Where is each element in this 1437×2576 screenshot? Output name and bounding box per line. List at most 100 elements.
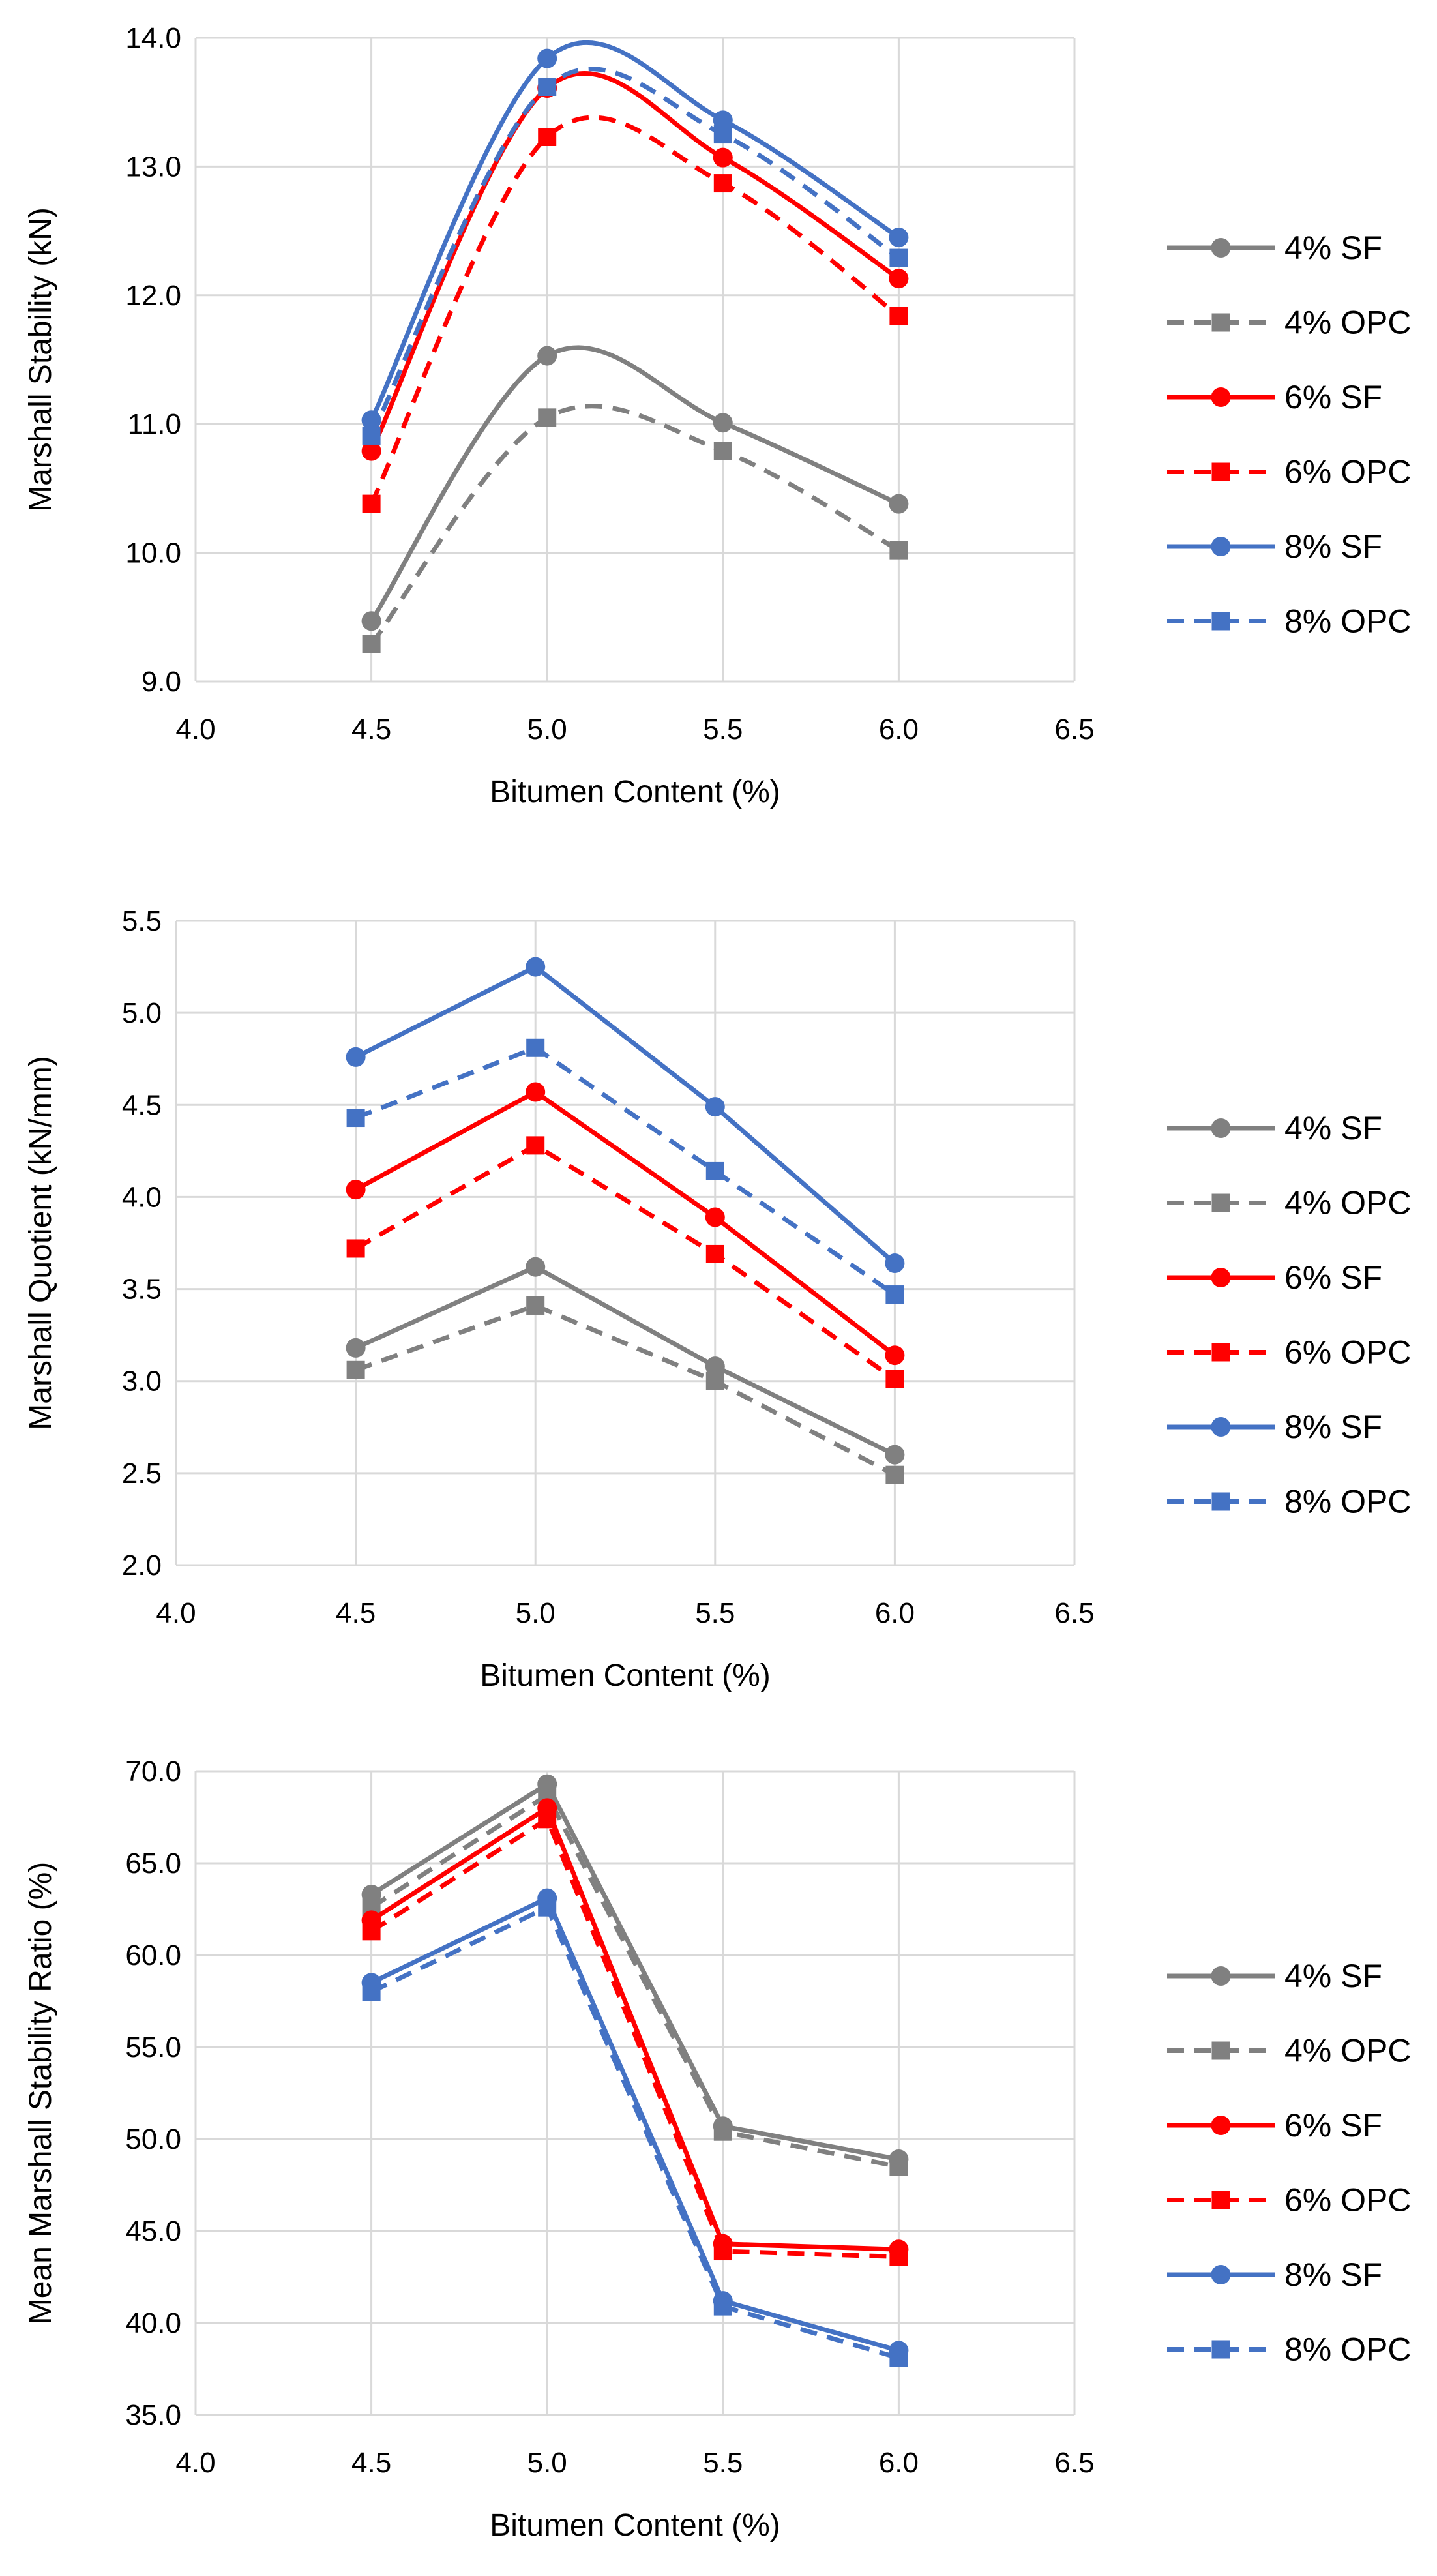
series-8-opc — [362, 67, 908, 445]
series-8-sf — [361, 40, 909, 430]
data-point — [713, 2242, 732, 2261]
x-tick-label: 4.5 — [351, 2447, 391, 2479]
data-point — [537, 48, 557, 68]
x-tick-label: 4.0 — [156, 1597, 196, 1629]
series-line — [355, 1303, 896, 1477]
data-point — [885, 1445, 905, 1465]
data-point — [346, 1047, 366, 1067]
data-point — [346, 1180, 366, 1200]
x-tick-label: 5.0 — [527, 713, 567, 745]
y-tick-label: 35.0 — [125, 2399, 181, 2431]
legend-entry: 4% OPC — [1167, 1185, 1412, 1221]
series-6-opc — [362, 115, 908, 513]
x-tick-label: 6.5 — [1054, 2447, 1094, 2479]
series-4-sf — [361, 345, 909, 631]
data-point — [346, 1239, 365, 1258]
series-line — [370, 1782, 900, 2162]
data-point — [362, 494, 381, 513]
y-tick-label: 40.0 — [125, 2307, 181, 2339]
data-point — [362, 426, 381, 445]
series-line — [370, 1816, 899, 2259]
y-axis-title: Marshall Quotient (kN/mm) — [23, 1056, 58, 1430]
y-tick-label: 2.0 — [122, 1550, 162, 1581]
legend-label: 4% SF — [1284, 230, 1382, 266]
series-6-sf — [346, 1082, 905, 1366]
series-6-sf — [361, 71, 909, 461]
series-6-opc — [362, 1810, 908, 2266]
data-point — [346, 1360, 365, 1379]
data-point — [889, 494, 909, 514]
data-point — [705, 1097, 725, 1117]
legend-label: 6% SF — [1284, 379, 1382, 415]
series-line — [369, 404, 900, 646]
data-point — [346, 1109, 365, 1128]
legend-entry: 4% OPC — [1167, 305, 1412, 341]
y-tick-label: 60.0 — [125, 1939, 181, 1971]
y-tick-label: 2.5 — [122, 1458, 162, 1490]
series-line — [369, 115, 900, 505]
data-point — [362, 635, 381, 653]
series-8-opc — [362, 1898, 908, 2367]
chart-2: 2.0 2.5 3.0 3.5 4.0 4.5 5.0 5.5 4.0 4.5 5.0 5.5 6.0 6… — [23, 905, 1412, 1693]
x-tick-label: 5.5 — [695, 1597, 735, 1629]
series-line — [369, 67, 900, 437]
x-tick-label: 4.0 — [175, 713, 215, 745]
series-6-sf — [361, 1798, 909, 2260]
x-axis-title: Bitumen Content (%) — [490, 775, 780, 809]
series-line — [370, 1805, 899, 2252]
legend-entry: 8% OPC — [1167, 1484, 1412, 1520]
x-tick-label: 4.5 — [351, 713, 391, 745]
legend-label: 6% OPC — [1284, 454, 1412, 490]
data-point — [526, 957, 546, 977]
data-point — [889, 2247, 908, 2266]
data-point — [885, 1465, 904, 1484]
legend-entry: 4% SF — [1167, 230, 1382, 266]
chart-1: 9.0 10.0 11.0 12.0 13.0 14.0 4.0 4.5 5.0 5.5 6.0 6.… — [23, 22, 1412, 809]
y-tick-label: 5.5 — [122, 905, 162, 937]
series-4-opc — [362, 404, 908, 653]
y-tick-label: 65.0 — [125, 1848, 181, 1880]
data-point — [346, 1338, 366, 1358]
data-point — [885, 1285, 904, 1304]
legend-marker — [1211, 612, 1230, 631]
legend-label: 4% OPC — [1284, 1185, 1412, 1221]
y-tick-label: 4.5 — [122, 1089, 162, 1121]
legend-entry: 4% OPC — [1167, 2033, 1412, 2069]
data-point — [538, 1810, 557, 1829]
y-tick-label: 4.0 — [122, 1181, 162, 1213]
y-tick-label: 3.0 — [122, 1366, 162, 1398]
x-tick-label: 4.5 — [336, 1597, 376, 1629]
series-line — [370, 1905, 900, 2360]
x-axis-title: Bitumen Content (%) — [490, 2508, 780, 2543]
series-line — [369, 40, 900, 421]
legend-label: 6% OPC — [1284, 2182, 1412, 2219]
data-point — [885, 1370, 904, 1388]
legend-entry: 8% SF — [1167, 1409, 1382, 1445]
legend-marker — [1211, 238, 1231, 258]
series-8-sf — [346, 957, 905, 1274]
data-point — [538, 1898, 557, 1917]
gridlines — [194, 37, 1076, 683]
legend-label: 4% SF — [1284, 1958, 1382, 1994]
legend-marker — [1211, 2265, 1231, 2284]
data-point — [526, 1257, 546, 1277]
gridlines — [194, 1770, 1076, 2416]
data-point — [889, 269, 909, 289]
legend-entry: 6% OPC — [1167, 2182, 1412, 2219]
legend-label: 8% OPC — [1284, 603, 1412, 640]
legend-marker — [1211, 462, 1230, 481]
data-point — [705, 1161, 724, 1180]
y-axis-title: Marshall Stability (kN) — [23, 207, 58, 512]
legend-entry: 6% OPC — [1167, 454, 1412, 490]
y-tick-label: 10.0 — [125, 537, 181, 569]
y-tick-label: 13.0 — [125, 151, 181, 183]
legend-marker — [1211, 1118, 1231, 1138]
legend-label: 6% OPC — [1284, 1334, 1412, 1371]
data-point — [889, 227, 909, 247]
legend-marker — [1211, 2191, 1230, 2209]
series-line — [355, 965, 896, 1265]
data-point — [705, 1207, 725, 1227]
data-point — [889, 2157, 908, 2176]
series-6-opc — [346, 1136, 904, 1388]
